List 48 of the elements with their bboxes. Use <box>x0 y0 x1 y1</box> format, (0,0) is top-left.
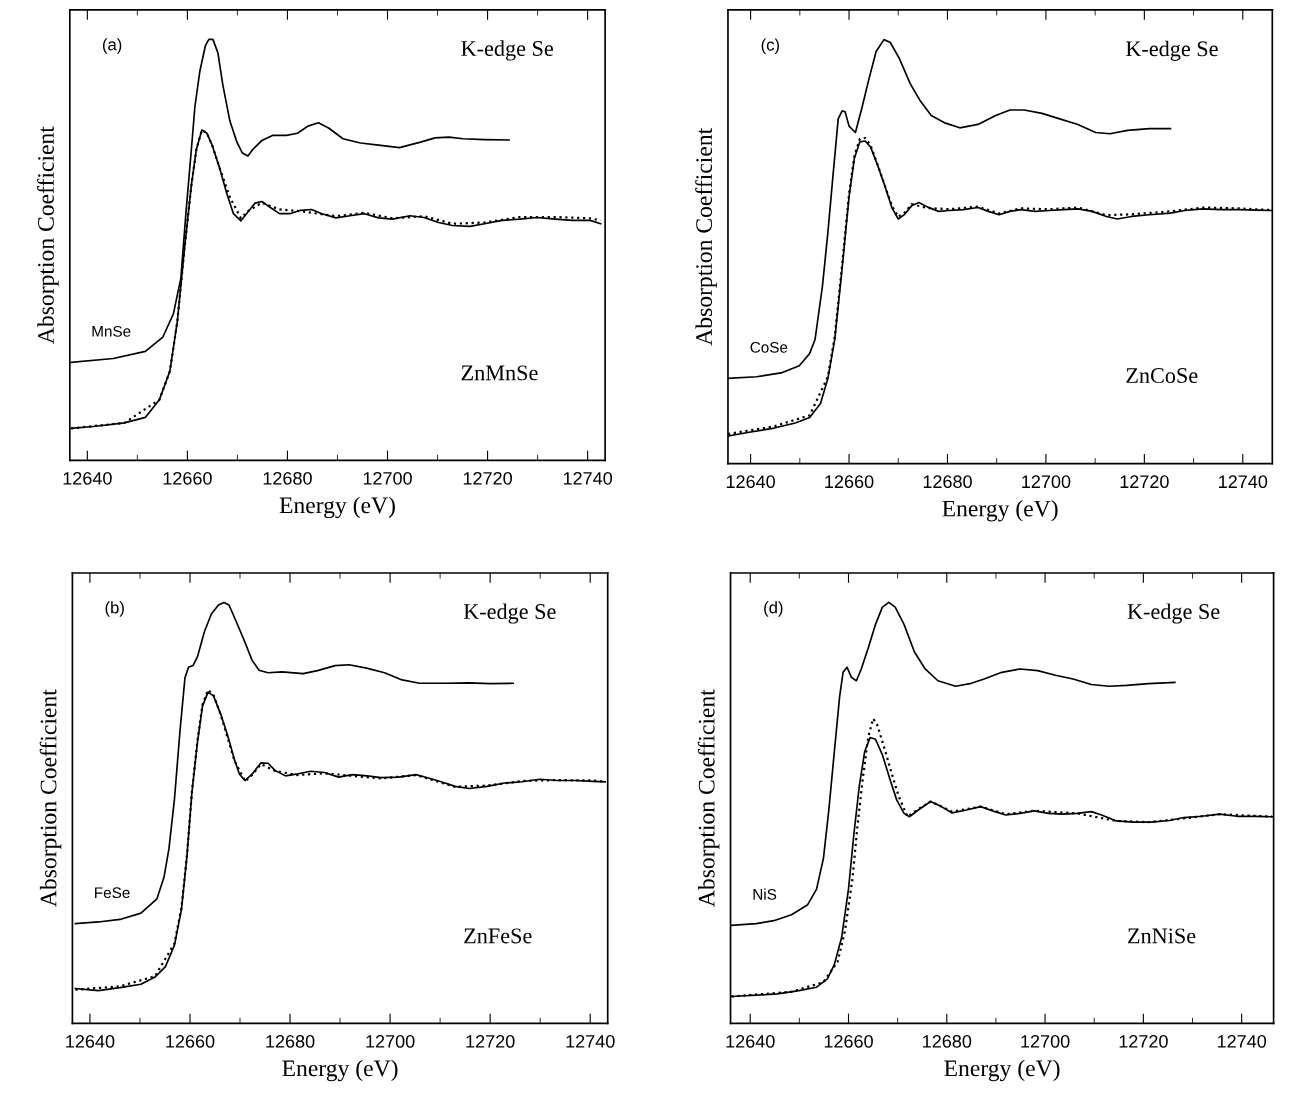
x-tick-label: 12720 <box>1119 1035 1168 1048</box>
annotation: (c) <box>761 38 780 54</box>
x-tick-label: 12640 <box>63 471 112 485</box>
x-tick-label: 12660 <box>166 1035 215 1048</box>
x-tick-label: 12740 <box>1219 475 1268 489</box>
annotation: ZnFeSe <box>464 928 532 944</box>
annotation: (d) <box>764 601 783 617</box>
x-tick-label: 12680 <box>923 1035 972 1048</box>
annotation: ZnNiSe <box>1128 928 1196 944</box>
x-tick-label: 12740 <box>566 1035 615 1048</box>
x-tick-label: 12700 <box>1022 475 1071 489</box>
x-tick-label: 12640 <box>726 1035 775 1048</box>
y-axis-title: Absorption Coefficient <box>37 126 59 344</box>
x-tick-label: 12660 <box>825 475 874 489</box>
x-tick-label: 12660 <box>163 471 212 485</box>
x-tick-label: 12720 <box>466 1035 515 1048</box>
annotation: K-edge Se <box>461 40 553 61</box>
annotation: K-edge Se <box>463 603 556 624</box>
x-tick-label: 12720 <box>463 471 512 485</box>
x-tick-label: 12700 <box>1021 1035 1070 1048</box>
annotation: (a) <box>102 38 122 54</box>
y-axis-title: Absorption Coefficient <box>697 689 720 907</box>
x-tick-label: 12680 <box>263 471 312 485</box>
x-tick-label: 12700 <box>366 1035 415 1048</box>
y-axis-title: Absorption Coefficient <box>695 127 717 346</box>
x-tick-label: 12740 <box>563 471 613 485</box>
y-axis-title: Absorption Coefficient <box>39 689 62 907</box>
x-tick-label: 12640 <box>66 1035 115 1048</box>
series-label: MnSe <box>92 325 131 337</box>
series-label: NiS <box>753 888 777 900</box>
x-tick-label: 12680 <box>266 1035 315 1048</box>
series-label: CoSe <box>750 341 788 353</box>
x-tick-label: 12740 <box>1217 1035 1267 1048</box>
annotation: ZnMnSe <box>461 365 538 381</box>
x-tick-label: 12720 <box>1120 475 1169 489</box>
annotation: (b) <box>105 601 124 617</box>
annotation: ZnCoSe <box>1126 368 1198 384</box>
x-tick-label: 12700 <box>363 471 412 485</box>
annotation: K-edge Se <box>1125 40 1218 61</box>
x-tick-label: 12680 <box>923 475 972 489</box>
series-label: FeSe <box>95 887 130 899</box>
annotation: K-edge Se <box>1127 603 1220 624</box>
x-axis-title: Energy (eV) <box>282 1059 398 1082</box>
x-tick-label: 12640 <box>726 475 775 489</box>
x-axis-title: Energy (eV) <box>942 499 1058 522</box>
x-axis-title: Energy (eV) <box>279 496 395 519</box>
x-axis-title: Energy (eV) <box>944 1059 1060 1082</box>
x-tick-label: 12660 <box>824 1035 873 1048</box>
